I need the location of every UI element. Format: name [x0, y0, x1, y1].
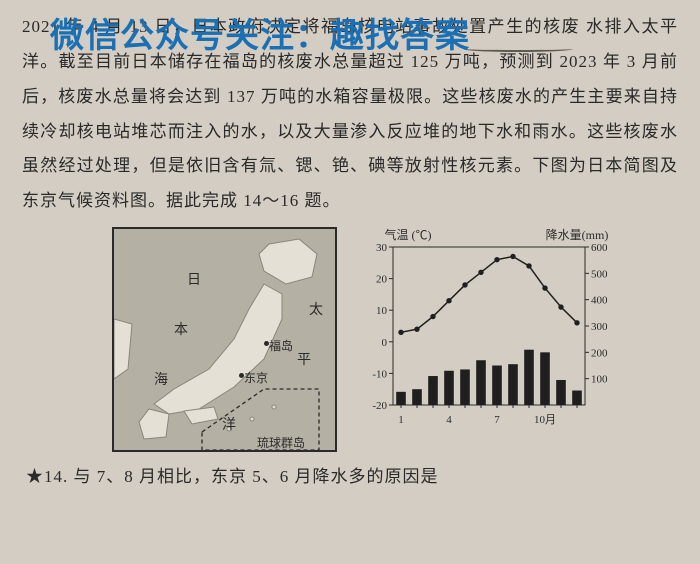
svg-text:10: 10 — [376, 305, 388, 317]
svg-text:20: 20 — [376, 274, 388, 286]
svg-text:-20: -20 — [372, 400, 387, 412]
map-label-fukushima: 福岛 — [269, 337, 293, 354]
map-label-ryukyu: 琉球群岛 — [257, 434, 305, 451]
svg-text:0: 0 — [382, 337, 388, 349]
map-label-ping: 平 — [297, 349, 311, 369]
map-label-riben: 日 — [187, 269, 201, 289]
svg-text:600: 600 — [591, 242, 608, 254]
svg-text:1: 1 — [398, 414, 404, 426]
svg-text:气温 (℃): 气温 (℃) — [385, 227, 432, 242]
japan-map: 日 本 海 太 平 洋 福岛 东京 琉球群岛 — [112, 227, 337, 452]
svg-text:10月: 10月 — [534, 414, 556, 426]
chart-svg: 气温 (℃) 降水量(mm) -20 -10 0 10 20 30 100 200 300 400 50… — [355, 227, 625, 427]
svg-text:200: 200 — [591, 347, 608, 359]
map-label-tokyo: 东京 — [244, 369, 268, 386]
figure-row: 日 本 海 太 平 洋 福岛 东京 琉球群岛 气温 (℃) 降水量(mm) -20 -… — [112, 227, 678, 452]
svg-text:500: 500 — [591, 268, 608, 280]
para-line1: 2021 年 4 月 13 日，日本政府决定将福岛核电站事故处置产生的核废 — [22, 17, 580, 36]
svg-text:30: 30 — [376, 242, 388, 254]
svg-text:-10: -10 — [372, 368, 387, 380]
svg-text:7: 7 — [494, 414, 500, 426]
svg-text:300: 300 — [591, 321, 608, 333]
svg-text:降水量(mm): 降水量(mm) — [546, 228, 609, 242]
decor-underline — [463, 46, 573, 52]
passage-paragraph: 2021 年 4 月 13 日，日本政府决定将福岛核电站事故处置产生的核废 水排… — [22, 10, 678, 219]
map-label-yang: 洋 — [222, 414, 236, 434]
climate-chart: 气温 (℃) 降水量(mm) -20 -10 0 10 20 30 100 200 300 400 50… — [355, 227, 625, 427]
svg-text:400: 400 — [591, 295, 608, 307]
svg-text:100: 100 — [591, 374, 608, 386]
map-label-ben: 本 — [174, 319, 188, 339]
svg-text:4: 4 — [446, 414, 452, 426]
map-label-tai: 太 — [309, 299, 323, 319]
map-label-hai: 海 — [154, 369, 168, 389]
para-rest: 年 3 月前后，核废水总量将会达到 137 万吨的水箱容量极限。这些核废水的产生… — [22, 52, 678, 210]
question-14: ★14. 与 7、8 月相比，东京 5、6 月降水多的原因是 — [26, 462, 678, 487]
